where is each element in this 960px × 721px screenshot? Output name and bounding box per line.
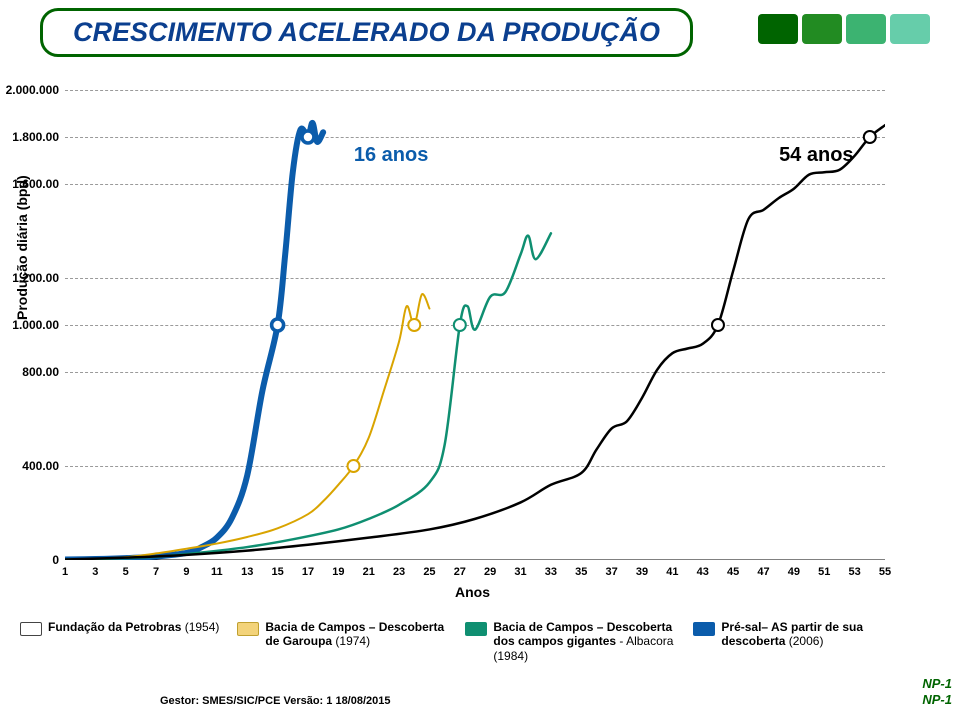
chart-area: 0400.00800.001.000.001.200.001.600.001.8… xyxy=(65,90,885,560)
marker-teal xyxy=(454,319,466,331)
x-tick-label: 15 xyxy=(271,566,283,578)
x-tick-label: 53 xyxy=(849,566,861,578)
x-axis-label: Anos xyxy=(455,584,490,600)
accent-square xyxy=(802,14,842,44)
series-blue xyxy=(65,123,323,560)
x-tick-label: 1 xyxy=(62,566,68,578)
x-tick-label: 31 xyxy=(514,566,526,578)
y-tick-label: 1.000.00 xyxy=(12,318,59,332)
x-tick-label: 39 xyxy=(636,566,648,578)
legend-text: Fundação da Petrobras (1954) xyxy=(48,620,219,634)
x-tick-label: 45 xyxy=(727,566,739,578)
legend-text: Bacia de Campos – Descoberta dos campos … xyxy=(493,620,675,663)
x-tick-label: 27 xyxy=(454,566,466,578)
accent-square xyxy=(846,14,886,44)
y-tick-label: 1.600.00 xyxy=(12,177,59,191)
y-tick-label: 2.000.000 xyxy=(6,83,59,97)
footer-text: Gestor: SMES/SIC/PCE Versão: 1 18/08/201… xyxy=(160,695,391,707)
accent-square xyxy=(758,14,798,44)
annotation: 16 anos xyxy=(354,144,428,167)
y-tick-label: 1.200.00 xyxy=(12,271,59,285)
x-tick-label: 25 xyxy=(423,566,435,578)
x-tick-label: 33 xyxy=(545,566,557,578)
page-title: CRESCIMENTO ACELERADO DA PRODUÇÃO xyxy=(40,8,693,57)
legend: Fundação da Petrobras (1954) Bacia de Cam… xyxy=(20,620,940,663)
x-tick-label: 11 xyxy=(211,566,223,578)
chart-svg xyxy=(65,90,885,560)
x-tick-label: 21 xyxy=(363,566,375,578)
accent-squares xyxy=(758,14,930,44)
legend-swatch xyxy=(237,622,259,636)
y-tick-label: 400.00 xyxy=(22,459,59,473)
x-tick-label: 17 xyxy=(302,566,314,578)
series-yellow xyxy=(65,294,429,559)
legend-swatch xyxy=(20,622,42,636)
legend-swatch xyxy=(693,622,715,636)
x-tick-label: 55 xyxy=(879,566,891,578)
marker-yellow xyxy=(408,319,420,331)
series-black xyxy=(65,125,885,559)
x-tick-label: 35 xyxy=(575,566,587,578)
legend-text: Bacia de Campos – Descoberta de Garoupa … xyxy=(265,620,447,649)
x-tick-label: 23 xyxy=(393,566,405,578)
x-tick-label: 43 xyxy=(697,566,709,578)
x-tick-label: 3 xyxy=(92,566,98,578)
np1-label: NP-1 xyxy=(922,676,952,691)
legend-entry: Bacia de Campos – Descoberta dos campos … xyxy=(465,620,675,663)
x-tick-label: 37 xyxy=(606,566,618,578)
x-tick-label: 49 xyxy=(788,566,800,578)
x-tick-label: 47 xyxy=(757,566,769,578)
x-tick-label: 29 xyxy=(484,566,496,578)
x-tick-label: 9 xyxy=(183,566,189,578)
legend-swatch xyxy=(465,622,487,636)
x-tick-label: 7 xyxy=(153,566,159,578)
np1-label-dup: NP-1 xyxy=(922,692,952,707)
legend-entry: Pré-sal– AS partir de sua descoberta (20… xyxy=(693,620,903,649)
legend-text: Pré-sal– AS partir de sua descoberta (20… xyxy=(721,620,903,649)
legend-entry: Fundação da Petrobras (1954) xyxy=(20,620,219,636)
marker-blue xyxy=(272,319,284,331)
x-tick-label: 51 xyxy=(818,566,830,578)
x-tick-label: 19 xyxy=(332,566,344,578)
marker-black xyxy=(864,131,876,143)
legend-entry: Bacia de Campos – Descoberta de Garoupa … xyxy=(237,620,447,649)
marker-black xyxy=(712,319,724,331)
x-tick-label: 5 xyxy=(123,566,129,578)
y-axis-label: Produção diária (bpd) xyxy=(14,175,30,320)
annotation: 54 anos xyxy=(779,144,853,167)
y-tick-label: 800.00 xyxy=(22,365,59,379)
x-tick-label: 13 xyxy=(241,566,253,578)
y-tick-label: 1.800.00 xyxy=(12,130,59,144)
accent-square xyxy=(890,14,930,44)
marker-blue xyxy=(302,131,314,143)
x-tick-label: 41 xyxy=(666,566,678,578)
marker-yellow xyxy=(348,460,360,472)
y-tick-label: 0 xyxy=(52,553,59,567)
title-wrap: CRESCIMENTO ACELERADO DA PRODUÇÃO xyxy=(40,8,693,57)
series-teal xyxy=(65,233,551,559)
